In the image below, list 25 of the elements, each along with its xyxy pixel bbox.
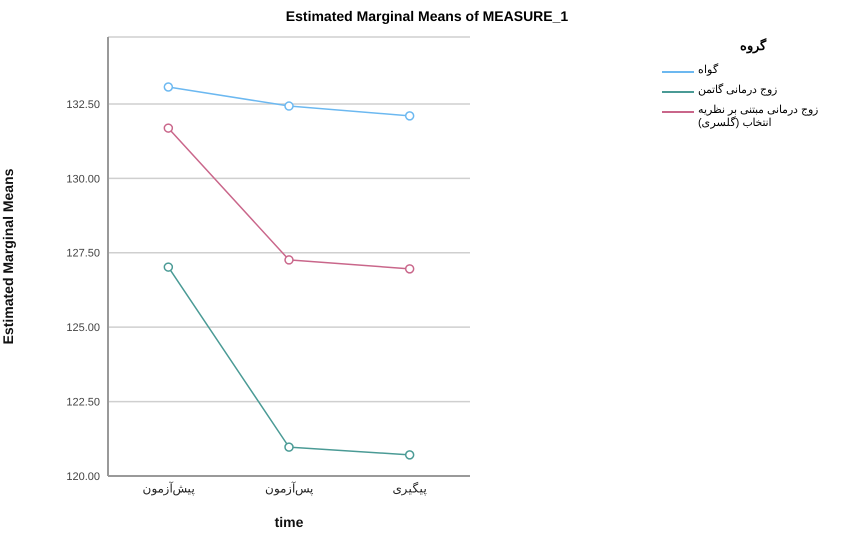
- x-tick-label: پس‌آزمون: [265, 480, 313, 496]
- y-axis-title: Estimated Marginal Means: [0, 168, 16, 344]
- point: [164, 262, 174, 272]
- y-tick-label: 130.00: [66, 173, 100, 186]
- point: [284, 442, 294, 452]
- point: [404, 264, 414, 274]
- y-tick-label: 132.50: [66, 98, 100, 111]
- point: [284, 101, 294, 111]
- point: [404, 450, 414, 460]
- point: [404, 111, 414, 121]
- y-tick-label: 120.00: [66, 470, 100, 483]
- legend-label: گواه: [698, 63, 718, 76]
- y-tick-label: 127.50: [66, 248, 100, 260]
- legend-label: زوج درمانی مبتنی بر نظریه انتخاب (گلسری): [698, 103, 820, 129]
- x-axis-title: time: [274, 514, 304, 530]
- point: [164, 82, 174, 92]
- point: [164, 123, 174, 133]
- x-tick-label: پیش‌آزمون: [142, 480, 194, 496]
- legend-label: زوج درمانی گاتمن: [698, 83, 778, 96]
- y-tick-label: 125.00: [66, 322, 100, 334]
- y-tick-label: 122.50: [66, 396, 100, 408]
- chart-title: Estimated Marginal Means of MEASURE_1: [286, 8, 568, 24]
- legend-title: گروه: [739, 38, 768, 53]
- point: [284, 255, 294, 265]
- x-tick-label: پیگیری: [392, 482, 427, 496]
